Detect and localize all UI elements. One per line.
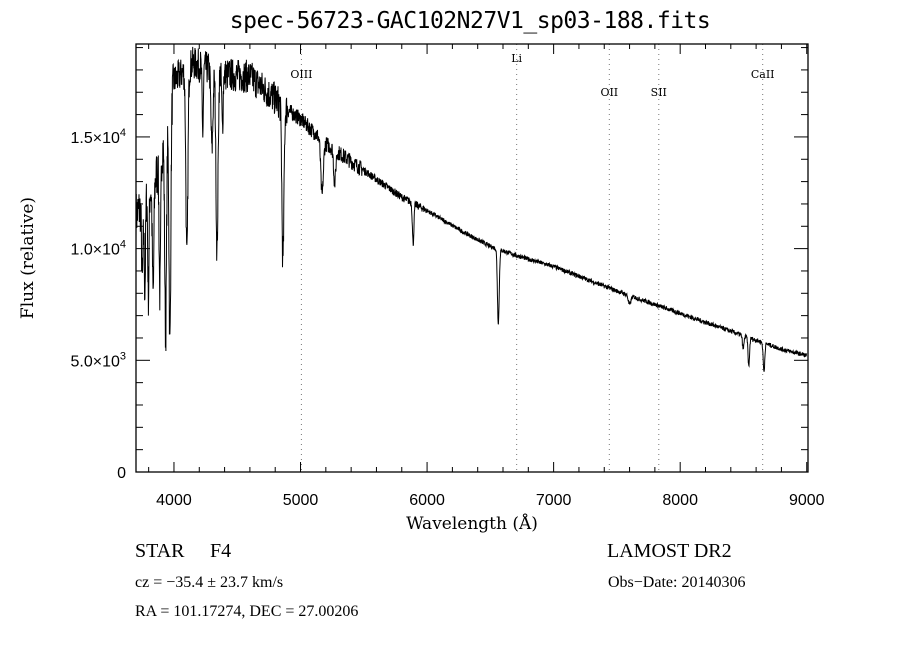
- line-label: CaII: [751, 68, 775, 81]
- x-tick-label: 4000: [156, 492, 192, 509]
- object-type: STAR: [135, 540, 185, 562]
- y-tick-label: 0: [117, 465, 126, 482]
- x-tick-label: 5000: [283, 492, 319, 509]
- obs-date: Obs−Date: 20140306: [608, 574, 746, 591]
- y-axis-label: Flux (relative): [18, 197, 38, 319]
- x-tick-label: 6000: [409, 492, 445, 509]
- line-label: Li: [511, 52, 522, 65]
- line-label: SII: [651, 86, 667, 99]
- x-tick-label: 9000: [789, 492, 825, 509]
- subclass: F4: [210, 540, 232, 562]
- x-axis-label: Wavelength (Å): [406, 513, 538, 534]
- x-tick-label: 7000: [536, 492, 572, 509]
- redshift-info: cz = −35.4 ± 23.7 km/s: [135, 574, 284, 591]
- y-tick-label: 1.0×104: [70, 239, 126, 259]
- line-label: OIII: [290, 68, 312, 81]
- plot-frame: [135, 43, 809, 473]
- y-tick-label: 1.5×104: [70, 127, 126, 147]
- x-tick-label: 8000: [662, 492, 698, 509]
- coordinates: RA = 101.17274, DEC = 27.00206: [135, 603, 359, 620]
- y-tick-label: 5.0×103: [70, 350, 126, 370]
- spectrum-line: [135, 46, 808, 372]
- line-label: OII: [600, 86, 618, 99]
- chart-title: spec-56723-GAC102N27V1_sp03-188.fits: [229, 8, 711, 34]
- survey-label: LAMOST DR2: [607, 540, 732, 562]
